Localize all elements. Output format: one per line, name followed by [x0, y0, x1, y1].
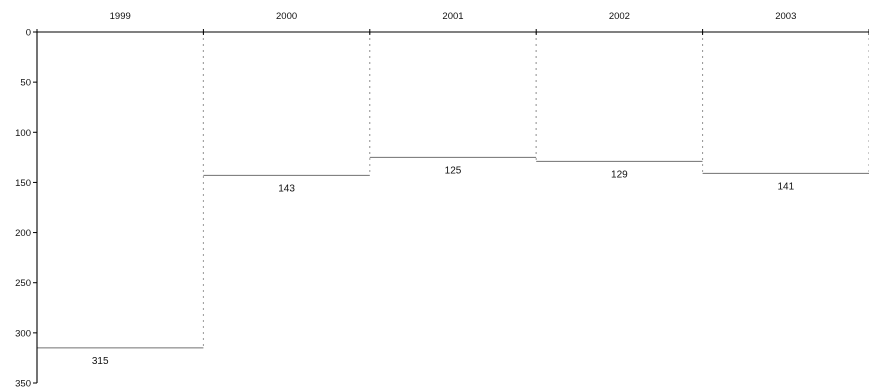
- data-label: 129: [611, 169, 628, 180]
- x-tick-label: 1999: [110, 11, 131, 22]
- data-label: 143: [278, 183, 295, 194]
- y-tick-label: 100: [15, 128, 31, 139]
- y-tick-label: 250: [15, 278, 31, 289]
- x-tick-label: 2000: [276, 11, 297, 22]
- y-tick-label: 350: [15, 379, 31, 390]
- data-label: 315: [92, 356, 109, 367]
- x-tick-label: 2001: [442, 11, 463, 22]
- bar: [203, 32, 370, 176]
- y-tick-label: 0: [26, 28, 31, 39]
- x-tick-label: 2003: [775, 11, 796, 22]
- data-label: 141: [777, 181, 794, 192]
- y-tick-label: 200: [15, 228, 31, 239]
- bar: [536, 32, 703, 162]
- plot-area: 1999 2000 2001 2002 2003 0 50 100 150 200 250 300 35…: [15, 11, 869, 390]
- bar: [37, 32, 204, 348]
- y-tick-label: 50: [20, 78, 31, 89]
- x-tick-label: 2002: [609, 11, 630, 22]
- data-label: 125: [445, 165, 462, 176]
- y-tick-label: 150: [15, 178, 31, 189]
- y-tick-label: 300: [15, 328, 31, 339]
- bar: [702, 32, 869, 174]
- bar: [369, 32, 537, 158]
